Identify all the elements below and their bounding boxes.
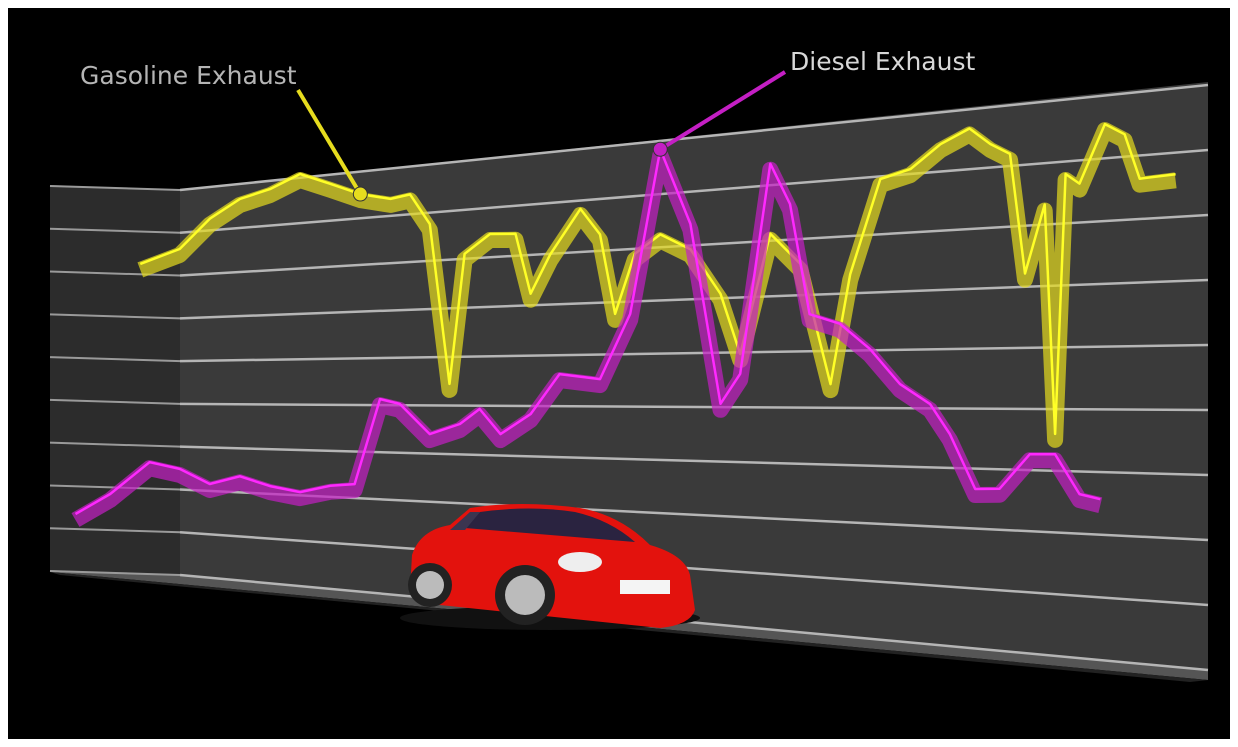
leader-line bbox=[296, 88, 363, 196]
grid-line bbox=[49, 313, 181, 320]
grid-line bbox=[49, 270, 181, 277]
car-headlight bbox=[558, 552, 602, 572]
grid-line bbox=[179, 83, 1209, 192]
leader-dot bbox=[352, 186, 368, 202]
car-plate bbox=[620, 580, 670, 594]
grid-line bbox=[179, 148, 1209, 235]
series-label: Diesel Exhaust bbox=[790, 47, 976, 76]
plot bbox=[71, 122, 1177, 527]
series-ribbon bbox=[71, 147, 1103, 527]
grid-line bbox=[179, 343, 1209, 363]
grid-line bbox=[49, 185, 181, 191]
grid-line bbox=[49, 227, 181, 234]
side-wall bbox=[50, 185, 180, 575]
grid-line bbox=[179, 402, 1209, 412]
car-rim bbox=[416, 571, 444, 599]
series-line bbox=[74, 148, 1101, 516]
grid-line bbox=[49, 356, 181, 363]
leader-dot bbox=[652, 141, 668, 157]
series-ribbon bbox=[137, 122, 1177, 448]
grid-line bbox=[179, 445, 1209, 477]
grid-line bbox=[49, 527, 181, 534]
grid-line bbox=[49, 441, 181, 448]
grid-line bbox=[179, 573, 1209, 672]
car-window bbox=[465, 508, 635, 542]
car bbox=[400, 504, 700, 630]
car-rim bbox=[505, 575, 545, 615]
grid-line bbox=[49, 570, 181, 576]
leader-line bbox=[659, 70, 787, 151]
car-window-side bbox=[450, 512, 480, 530]
series-label: Gasoline Exhaust bbox=[80, 61, 297, 90]
grid-line bbox=[49, 398, 181, 405]
grid-line bbox=[179, 530, 1209, 607]
